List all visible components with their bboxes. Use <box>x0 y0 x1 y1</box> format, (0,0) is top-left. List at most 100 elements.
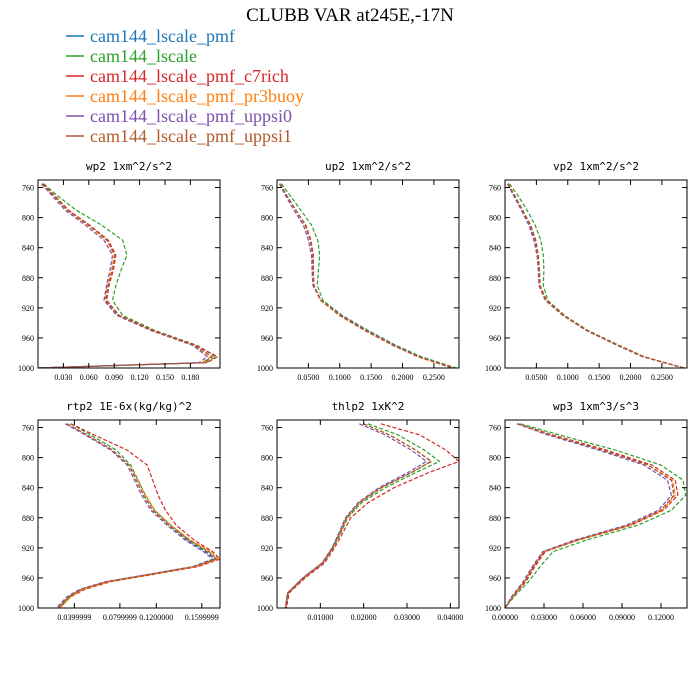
legend-item: cam144_lscale_pmf_uppsi1 <box>66 126 292 146</box>
plot-frame <box>504 419 688 609</box>
legend-item: cam144_lscale_pmf_c7rich <box>66 66 289 86</box>
y-tick-label: 920 <box>22 544 34 553</box>
legend-label: cam144_lscale_pmf <box>90 26 235 46</box>
y-tick-label: 1000 <box>257 364 273 373</box>
panel-title: wp2 1xm^2/s^2 <box>86 160 172 173</box>
y-tick-label: 920 <box>489 304 501 313</box>
x-tick-label: 0.01000 <box>307 613 333 622</box>
x-tick-label: 0.03000 <box>531 613 557 622</box>
x-tick-label: 0.1500 <box>588 373 610 382</box>
chart-panel: wp2 1xm^2/s^2 760 800 840 880 920 960 1000 0.030… <box>18 160 221 382</box>
x-tick-label: 0.2500 <box>651 373 673 382</box>
y-tick-label: 960 <box>489 334 501 343</box>
y-tick-label: 1000 <box>257 604 273 613</box>
panel-title: up2 1xm^2/s^2 <box>325 160 411 173</box>
y-tick-label: 1000 <box>18 604 34 613</box>
y-tick-label: 960 <box>261 334 273 343</box>
plot-frame <box>276 419 460 609</box>
y-tick-label: 1000 <box>18 364 34 373</box>
x-tick-label: 0.1000 <box>329 373 351 382</box>
y-tick-label: 920 <box>261 544 273 553</box>
y-tick-label: 840 <box>22 244 34 253</box>
y-tick-label: 760 <box>261 424 273 433</box>
plot-frame <box>37 419 221 609</box>
plot-frame <box>37 179 221 369</box>
x-tick-label: 0.120 <box>131 373 149 382</box>
legend-label: cam144_lscale_pmf_pr3buoy <box>90 86 304 106</box>
x-tick-label: 0.2500 <box>423 373 445 382</box>
x-tick-label: 0.12000 <box>648 613 674 622</box>
y-tick-label: 840 <box>22 484 34 493</box>
series-line <box>506 183 685 368</box>
legend-label: cam144_lscale_pmf_uppsi1 <box>90 126 292 146</box>
x-tick-label: 0.090 <box>105 373 123 382</box>
chart-panel: thlp2 1xK^2 760 800 840 880 920 960 1000 0.01000… <box>257 400 463 622</box>
x-tick-label: 0.180 <box>181 373 199 382</box>
x-tick-label: 0.2000 <box>620 373 642 382</box>
series-line <box>507 183 685 368</box>
plot-frame <box>504 179 688 369</box>
x-tick-label: 0.1500 <box>360 373 382 382</box>
legend: cam144_lscale_pmfcam144_lscalecam144_lsc… <box>66 26 304 146</box>
chart-panel: vp2 1xm^2/s^2 760 800 840 880 920 960 1000 0.050… <box>485 160 688 382</box>
y-tick-label: 800 <box>489 454 501 463</box>
x-tick-label: 0.04000 <box>437 613 463 622</box>
y-tick-label: 920 <box>22 304 34 313</box>
x-tick-label: 0.09000 <box>609 613 635 622</box>
legend-item: cam144_lscale_pmf_pr3buoy <box>66 86 304 106</box>
legend-item: cam144_lscale <box>66 46 197 66</box>
chart-panel: up2 1xm^2/s^2 760 800 840 880 920 960 1000 0.050… <box>257 160 460 382</box>
y-tick-label: 960 <box>489 574 501 583</box>
series-line <box>55 423 214 608</box>
y-tick-label: 960 <box>22 574 34 583</box>
y-tick-label: 760 <box>489 184 501 193</box>
y-tick-label: 840 <box>489 484 501 493</box>
y-tick-label: 840 <box>261 484 273 493</box>
x-tick-label: 0.150 <box>156 373 174 382</box>
plot-area <box>506 183 685 368</box>
legend-item: cam144_lscale_pmf <box>66 26 235 46</box>
legend-label: cam144_lscale_pmf_c7rich <box>90 66 289 86</box>
x-tick-label: 0.0399999 <box>57 613 91 622</box>
y-tick-label: 800 <box>261 214 273 223</box>
y-tick-label: 800 <box>22 454 34 463</box>
y-tick-label: 880 <box>489 514 501 523</box>
x-tick-label: 0.1200000 <box>139 613 173 622</box>
y-tick-label: 1000 <box>485 604 501 613</box>
series-line <box>285 423 459 608</box>
legend-label: cam144_lscale_pmf_uppsi0 <box>90 106 292 126</box>
plot-area <box>278 183 457 368</box>
y-tick-label: 880 <box>22 514 34 523</box>
y-tick-label: 880 <box>261 274 273 283</box>
series-line <box>59 423 220 608</box>
series-line <box>505 423 675 608</box>
chart-panel: wp3 1xm^3/s^3 760 800 840 880 920 960 10000.000… <box>485 400 688 622</box>
plot-area <box>38 183 219 368</box>
chart-panel: rtp2 1E-6x(kg/kg)^2 760 800 840 880 920 960 100… <box>18 400 221 622</box>
x-tick-label: 0.0799999 <box>103 613 137 622</box>
y-tick-label: 960 <box>22 334 34 343</box>
legend-item: cam144_lscale_pmf_uppsi0 <box>66 106 292 126</box>
legend-label: cam144_lscale <box>90 46 197 66</box>
plot-area <box>55 423 220 608</box>
y-tick-label: 760 <box>261 184 273 193</box>
series-line <box>57 423 218 608</box>
x-tick-label: 0.00000 <box>492 613 518 622</box>
y-tick-label: 800 <box>489 214 501 223</box>
plot-area <box>284 423 459 608</box>
x-tick-label: 0.0500 <box>297 373 319 382</box>
panel-title: thlp2 1xK^2 <box>332 400 405 413</box>
x-tick-label: 0.060 <box>80 373 98 382</box>
y-tick-label: 800 <box>22 214 34 223</box>
x-tick-label: 0.03000 <box>394 613 420 622</box>
y-tick-label: 960 <box>261 574 273 583</box>
y-tick-label: 760 <box>489 424 501 433</box>
x-tick-label: 0.02000 <box>351 613 377 622</box>
y-tick-label: 880 <box>489 274 501 283</box>
series-line <box>280 183 457 368</box>
panel-title: wp3 1xm^3/s^3 <box>553 400 639 413</box>
y-tick-label: 840 <box>261 244 273 253</box>
series-line <box>57 423 218 608</box>
plot-frame <box>276 179 460 369</box>
